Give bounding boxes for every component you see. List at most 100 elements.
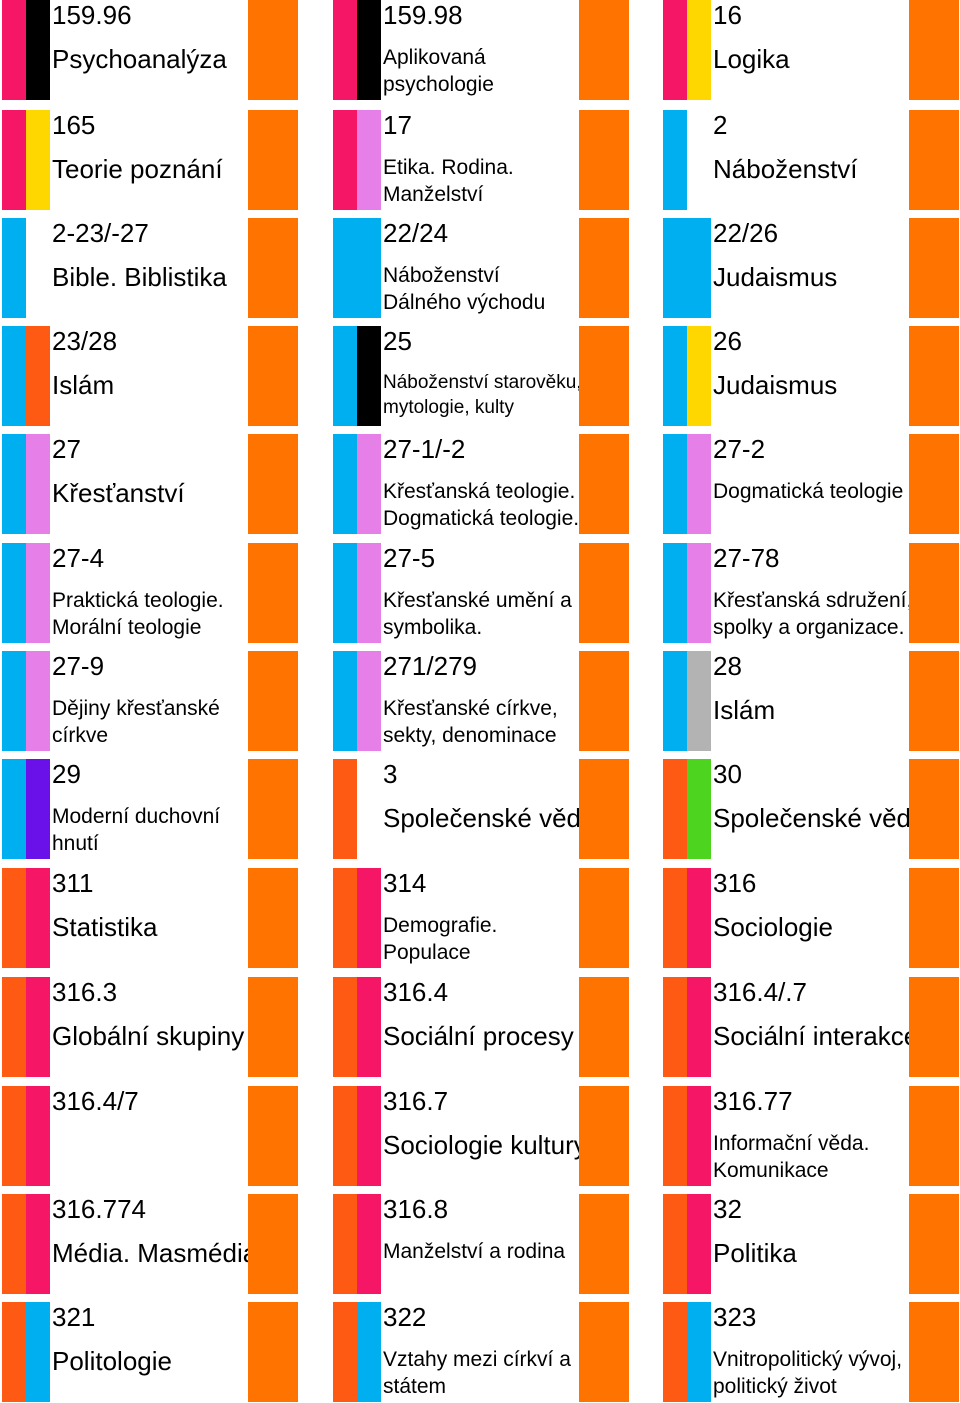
category-cell: 30 Společenské vědy <box>661 759 960 859</box>
category-code: 316.4/.7 <box>713 977 807 1007</box>
color-bar <box>663 326 687 426</box>
category-code: 22/26 <box>713 218 779 248</box>
category-cell: 28 Islám <box>661 651 960 751</box>
color-bar <box>663 868 687 968</box>
category-label: Náboženství Dálného východu <box>383 264 546 314</box>
color-bar <box>2 0 26 100</box>
orange-block <box>248 1194 298 1294</box>
color-bar <box>687 434 711 534</box>
category-label: Sociální interakce <box>713 1021 919 1051</box>
category-cell: 316.77 Informační věda. Komunikace <box>661 1086 960 1186</box>
color-bar <box>26 543 50 643</box>
category-label: Náboženství <box>713 154 858 184</box>
color-bar <box>26 977 50 1077</box>
color-bar <box>663 1086 687 1186</box>
category-cell: 316.4/.7 Sociální interakce <box>661 977 960 1077</box>
category-code: 29 <box>52 759 81 789</box>
category-cell: 159.98 Aplikovaná psychologie <box>331 0 661 100</box>
category-code: 316 <box>713 868 757 898</box>
color-bar <box>26 1086 50 1186</box>
color-bar <box>2 868 26 968</box>
category-cell: 27-2 Dogmatická teologie <box>661 434 960 534</box>
category-label: Křesťanská sdružení, spolky a organizace… <box>713 589 913 639</box>
color-bar <box>687 1194 711 1294</box>
category-label: Společenské vědy <box>383 803 595 833</box>
category-code: 159.96 <box>52 0 132 30</box>
category-code: 316.8 <box>383 1194 449 1224</box>
category-cell: 16 Logika <box>661 0 960 100</box>
category-code: 316.3 <box>52 977 118 1007</box>
color-bar <box>687 218 711 318</box>
category-label: Křesťanské umění a symbolika. <box>383 589 572 639</box>
orange-block <box>248 1086 298 1186</box>
category-label: Sociologie <box>713 912 833 942</box>
color-bar <box>663 218 687 318</box>
category-label: Dějiny křesťanské církve <box>52 697 220 747</box>
color-bar <box>26 651 50 751</box>
category-code: 316.7 <box>383 1086 449 1116</box>
color-bar <box>357 759 381 859</box>
category-code: 17 <box>383 110 412 140</box>
color-bar <box>333 977 357 1077</box>
orange-block <box>579 651 629 751</box>
orange-block <box>579 759 629 859</box>
color-bar <box>663 1302 687 1402</box>
orange-block <box>909 218 959 318</box>
category-code: 316.77 <box>713 1086 793 1116</box>
category-label: Globální skupiny <box>52 1021 245 1051</box>
category-code: 314 <box>383 868 427 898</box>
category-cell: 316.8 Manželství a rodina <box>331 1194 661 1294</box>
category-label: Praktická teologie. Morální teologie <box>52 589 224 639</box>
category-cell: 165 Teorie poznání <box>0 110 330 210</box>
orange-block <box>579 1086 629 1186</box>
category-cell: 17 Etika. Rodina. Manželství <box>331 110 661 210</box>
color-bar <box>333 1194 357 1294</box>
color-bar <box>26 326 50 426</box>
color-bar <box>333 543 357 643</box>
category-label: Vztahy mezi církví a státem <box>383 1348 571 1398</box>
color-bar <box>2 1086 26 1186</box>
color-bar <box>2 218 26 318</box>
orange-block <box>579 1302 629 1402</box>
category-code: 32 <box>713 1194 742 1224</box>
category-label: Manželství a rodina <box>383 1240 566 1263</box>
orange-block <box>579 1194 629 1294</box>
color-bar <box>26 1302 50 1402</box>
color-bar <box>26 218 50 318</box>
color-bar <box>333 759 357 859</box>
color-bar <box>687 0 711 100</box>
category-code: 30 <box>713 759 742 789</box>
color-bar <box>687 543 711 643</box>
category-code: 316.774 <box>52 1194 146 1224</box>
color-bar <box>663 110 687 210</box>
category-cell: 25 Náboženství starověku, mytologie, kult… <box>331 326 661 426</box>
category-label: Vnitropolitický vývoj, politický život <box>713 1348 903 1398</box>
color-bar <box>357 977 381 1077</box>
color-bar <box>2 543 26 643</box>
orange-block <box>579 0 629 100</box>
category-cell: 316.774 Média. Masmédia <box>0 1194 330 1294</box>
category-label: Islám <box>52 370 115 400</box>
orange-block <box>909 651 959 751</box>
category-label: Křesťanství <box>52 478 185 508</box>
category-cell: 316.7 Sociologie kultury <box>331 1086 661 1186</box>
category-cell: 22/26 Judaismus <box>661 218 960 318</box>
color-bar <box>357 0 381 100</box>
color-bar <box>333 1302 357 1402</box>
category-label: Etika. Rodina. Manželství <box>383 156 514 206</box>
category-code: 27-4 <box>52 543 105 573</box>
orange-block <box>248 1302 298 1402</box>
category-cell: 29 Moderní duchovní hnutí <box>0 759 330 859</box>
category-label: Statistika <box>52 912 158 942</box>
category-code: 23/28 <box>52 326 118 356</box>
category-code: 2-23/-27 <box>52 218 149 248</box>
category-cell: 316.3 Globální skupiny <box>0 977 330 1077</box>
category-code: 316.4/7 <box>52 1086 139 1116</box>
category-cell: 27-9 Dějiny křesťanské církve <box>0 651 330 751</box>
category-label: Sociální procesy <box>383 1021 574 1051</box>
category-label: Aplikovaná psychologie <box>383 46 494 96</box>
category-code: 271/279 <box>383 651 477 681</box>
color-bar <box>687 326 711 426</box>
category-cell: 3 Společenské vědy <box>331 759 661 859</box>
